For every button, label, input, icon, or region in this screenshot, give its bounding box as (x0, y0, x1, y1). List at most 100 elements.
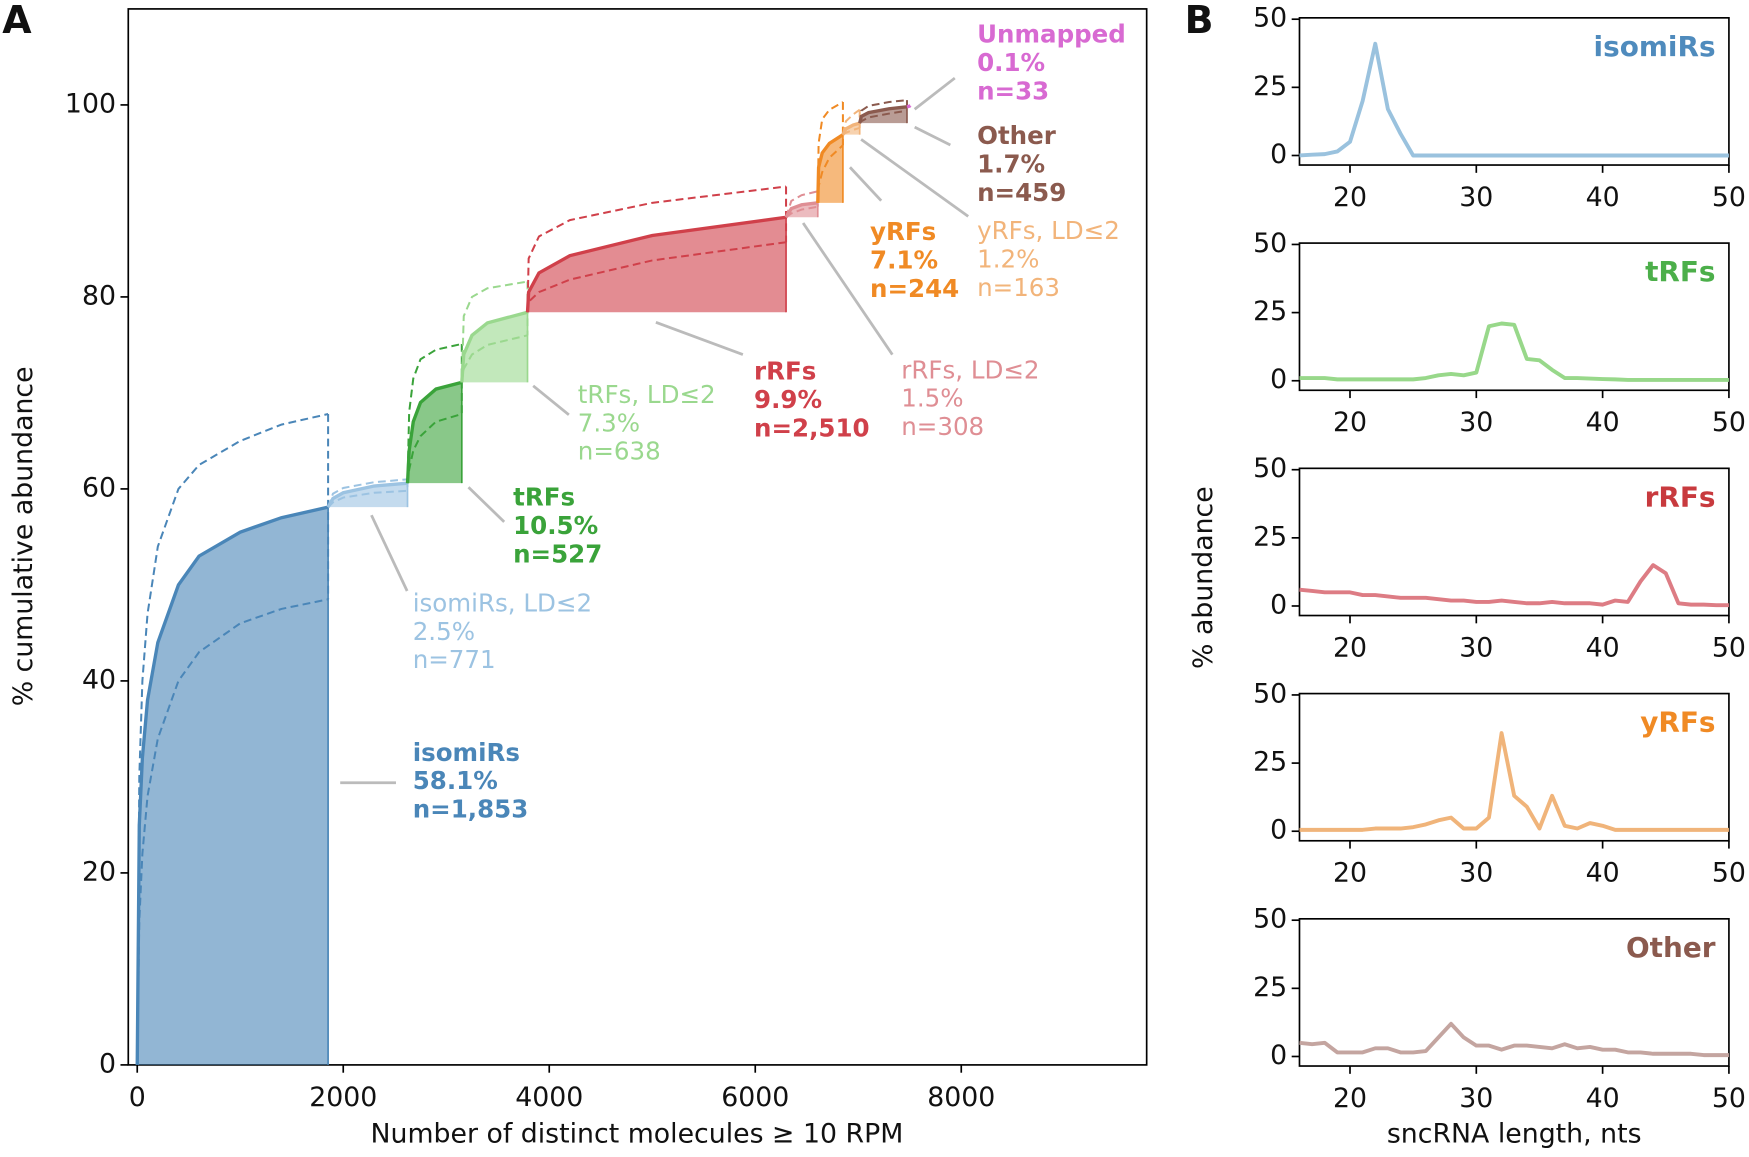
subplot-title: yRFs (1640, 706, 1715, 739)
annotation-text: n=1,853 (413, 795, 529, 824)
area-fill (328, 483, 408, 508)
x-tick-label: 30 (1459, 1083, 1493, 1114)
axes-frame (127, 8, 1148, 1066)
x-tick-label: 20 (1333, 407, 1367, 438)
panel-label: B (1185, 0, 1214, 42)
annotation-name: isomiRs (413, 738, 520, 767)
y-tick-label: 25 (1253, 71, 1287, 102)
x-tick-label: 30 (1459, 182, 1493, 213)
x-tick-label: 50 (1712, 1083, 1746, 1114)
annotation-text: 1.7% (977, 150, 1045, 179)
y-tick-label: 100 (65, 88, 116, 119)
x-tick-label: 20 (1333, 1083, 1367, 1114)
x-tick-label: 50 (1712, 182, 1746, 213)
annotation-text: n=638 (578, 437, 661, 466)
x-tick-label: 30 (1459, 858, 1493, 889)
lower-dashed (785, 205, 818, 219)
subplot-title: rRFs (1645, 480, 1716, 513)
x-tick-label: 40 (1586, 632, 1620, 663)
annotation-text: 1.2% (977, 244, 1039, 273)
annotation-text: n=771 (413, 645, 496, 674)
x-tick-label: 6000 (721, 1082, 789, 1113)
y-tick-label: 80 (82, 280, 116, 311)
annotation-text: n=163 (977, 273, 1060, 302)
annotation-name: isomiRs, LD≤2 (413, 588, 592, 617)
y-tick-label: 0 (99, 1048, 116, 1079)
x-tick-label: 40 (1586, 182, 1620, 213)
x-axis-label: sncRNA length, nts (1387, 1119, 1642, 1150)
annotation-text: 7.1% (870, 245, 938, 274)
annotation-text: 0.1% (977, 48, 1045, 77)
y-tick-label: 50 (1253, 904, 1287, 935)
y-tick-label: 20 (82, 856, 116, 887)
leader-line (801, 222, 894, 356)
axes-frame (1298, 692, 1730, 842)
upper-dashed (327, 478, 408, 508)
upper-dashed (841, 108, 861, 135)
x-tick-label: 8000 (927, 1082, 995, 1113)
lower-dashed (526, 241, 787, 313)
upper-dashed (460, 280, 528, 383)
cumulative-line (816, 133, 844, 203)
axes-frame (1298, 242, 1730, 392)
area-fill (817, 134, 843, 203)
upper-dashed (406, 342, 463, 484)
area-fill (461, 312, 528, 383)
x-tick-label: 40 (1586, 1083, 1620, 1114)
x-tick-label: 30 (1459, 632, 1493, 663)
area-fill (137, 507, 329, 1065)
annotation-text: n=459 (977, 178, 1066, 207)
annotation-text: n=244 (870, 274, 959, 303)
y-tick-label: 50 (1253, 678, 1287, 709)
subplot-title: isomiRs (1594, 30, 1716, 63)
annotation-name: rRFs (754, 356, 816, 385)
lower-dashed (842, 126, 860, 136)
annotation-text: n=308 (901, 412, 984, 441)
panel-label: A (2, 0, 32, 42)
x-tick-label: 20 (1333, 632, 1367, 663)
lower-dashed (136, 598, 329, 1065)
area-fill (527, 217, 787, 313)
x-tick-label: 30 (1459, 407, 1493, 438)
annotation-text: 9.9% (754, 385, 822, 414)
x-tick-label: 2000 (309, 1082, 377, 1113)
cumulative-line (135, 505, 329, 1065)
subplot-title: tRFs (1645, 255, 1715, 288)
axes-frame (1298, 917, 1730, 1067)
x-axis-label: Number of distinct molecules ≥ 10 RPM (371, 1119, 904, 1150)
y-tick-label: 0 (1270, 364, 1287, 395)
annotation-text: n=527 (513, 539, 602, 568)
lower-dashed (816, 144, 844, 203)
y-tick-label: 0 (1270, 139, 1287, 170)
upper-dashed (136, 413, 329, 1065)
y-tick-label: 50 (1253, 453, 1287, 484)
annotation-text: 58.1% (413, 766, 498, 795)
leader-line (467, 486, 506, 523)
x-tick-label: 20 (1333, 858, 1367, 889)
y-tick-label: 50 (1253, 3, 1287, 34)
y-tick-label: 25 (1253, 521, 1287, 552)
y-tick-label: 50 (1253, 228, 1287, 259)
y-tick-label: 0 (1270, 589, 1287, 620)
annotation-name: rRFs, LD≤2 (901, 355, 1039, 384)
annotation-name: tRFs (513, 482, 575, 511)
annotation-text: 2.5% (413, 617, 475, 646)
x-tick-label: 40 (1586, 858, 1620, 889)
leader-line (860, 138, 970, 218)
leader-line (655, 320, 744, 356)
annotation-name: Unmapped (977, 20, 1126, 49)
lower-dashed (460, 334, 528, 383)
leader-line (914, 125, 951, 147)
y-tick-label: 0 (1270, 815, 1287, 846)
upper-dashed (785, 190, 819, 218)
y-axis-label: % cumulative abundance (8, 366, 39, 706)
upper-dashed (816, 101, 844, 203)
x-tick-label: 20 (1333, 182, 1367, 213)
annotation-text: 7.3% (578, 408, 640, 437)
lower-dashed (327, 489, 408, 508)
annotation-text: 1.5% (901, 384, 963, 413)
y-tick-label: 25 (1253, 296, 1287, 327)
x-tick-label: 40 (1586, 407, 1620, 438)
area-fill (407, 382, 462, 484)
